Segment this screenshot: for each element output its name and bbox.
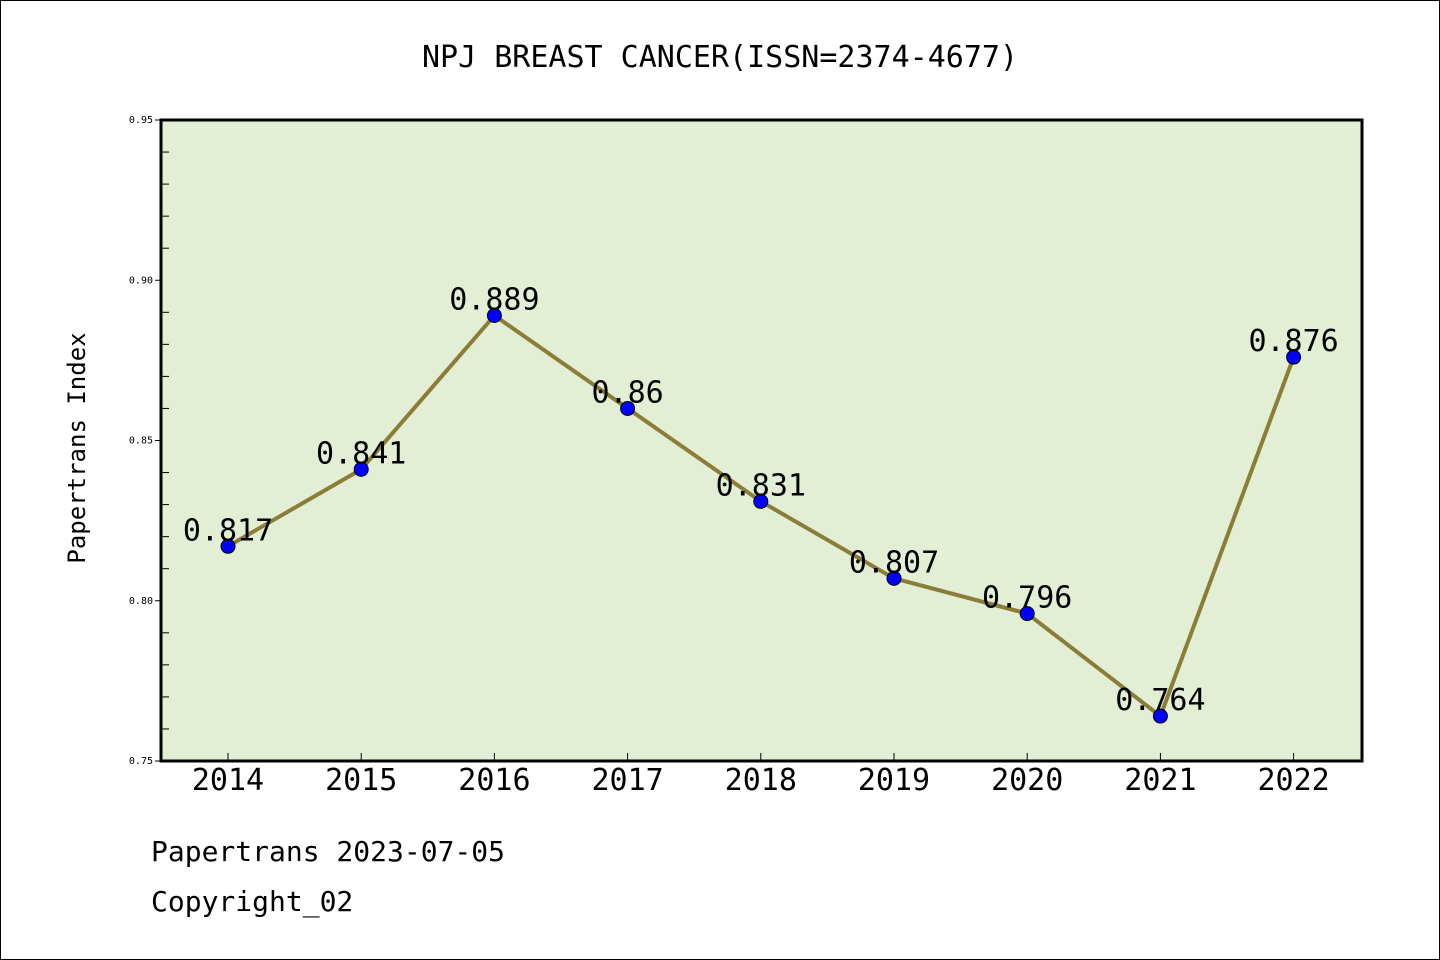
data-markers — [220, 308, 1302, 724]
data-point — [620, 400, 636, 416]
data-point — [1286, 349, 1302, 365]
y-tick-label: 0.85 — [129, 436, 153, 447]
x-tick-label: 2017 — [591, 763, 663, 798]
x-axis-tick-labels: 2014 2015 2016 2017 2018 2019 2020 2021 2022 — [192, 763, 1330, 798]
data-point — [1019, 606, 1035, 622]
y-axis-ticks — [155, 119, 169, 762]
footer-date: Papertrans 2023-07-05 — [151, 835, 506, 868]
data-label: 0.764 — [1115, 683, 1205, 718]
data-label: 0.831 — [716, 468, 806, 503]
x-axis-ticks — [227, 753, 1295, 761]
data-label: 0.807 — [849, 545, 939, 580]
data-labels: 0.817 0.841 0.889 0.86 0.831 0.807 0.796 0.764 0… — [183, 283, 1339, 719]
data-label: 0.86 — [591, 375, 663, 410]
data-point — [753, 493, 769, 509]
x-tick-label: 2022 — [1257, 763, 1329, 798]
data-point — [220, 538, 236, 554]
y-axis-label: Papertrans Index — [63, 332, 91, 563]
y-axis-tick-labels: 0.75 0.80 0.85 0.90 0.95 — [129, 115, 153, 767]
x-tick-label: 2018 — [725, 763, 797, 798]
data-label: 0.876 — [1248, 324, 1338, 359]
x-tick-label: 2014 — [192, 763, 264, 798]
x-tick-label: 2020 — [991, 763, 1063, 798]
x-tick-label: 2016 — [458, 763, 530, 798]
data-label: 0.841 — [316, 436, 406, 471]
data-point — [353, 461, 369, 477]
y-tick-label: 0.80 — [129, 596, 153, 607]
data-label: 0.796 — [982, 581, 1072, 616]
x-tick-label: 2019 — [858, 763, 930, 798]
footer-copyright: Copyright_02 — [151, 885, 354, 918]
plot-area — [159, 118, 1364, 763]
x-tick-label: 2021 — [1124, 763, 1196, 798]
data-point — [1152, 708, 1168, 724]
y-tick-label: 0.75 — [129, 756, 153, 767]
y-tick-label: 0.95 — [129, 115, 153, 126]
data-label: 0.889 — [449, 283, 539, 318]
data-point — [486, 308, 502, 324]
chart-title: NPJ BREAST CANCER(ISSN=2374-4677) — [422, 40, 1018, 75]
data-point — [886, 570, 902, 586]
x-tick-label: 2015 — [325, 763, 397, 798]
y-tick-label: 0.90 — [129, 275, 153, 286]
data-label: 0.817 — [183, 513, 273, 548]
